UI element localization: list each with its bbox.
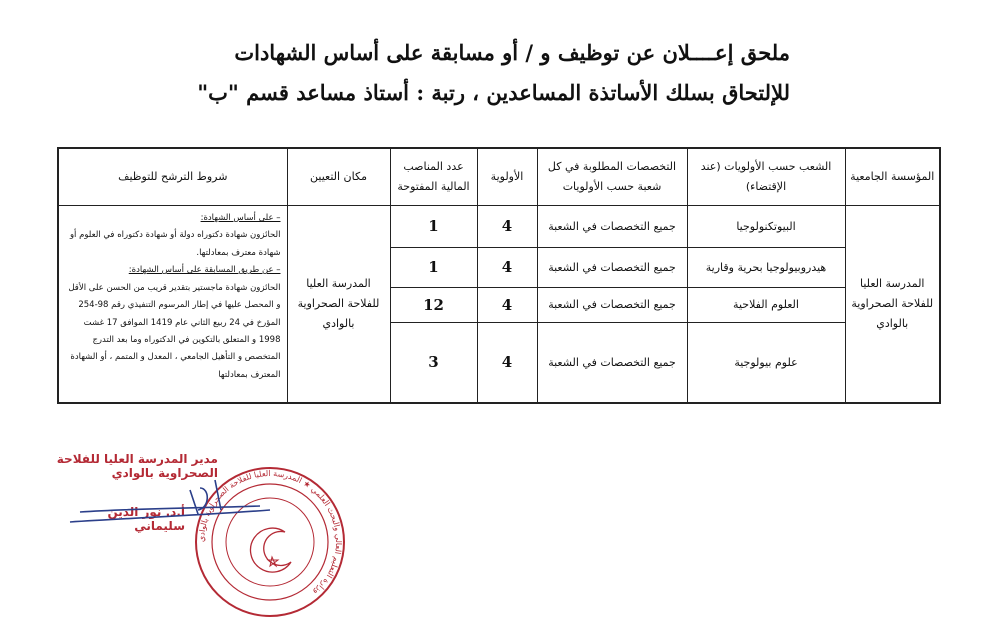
conditions-text-2: الحائزون شهادة ماجستير بتقدير قريب من ال…	[68, 282, 281, 380]
conditions-heading-1: – على أساس الشهادة:	[200, 213, 281, 223]
branch-cell: العلوم الفلاحية	[686, 287, 846, 323]
conditions-text-1: الحائزون شهادة دكتوراه دولة أو شهادة دكت…	[69, 230, 281, 258]
branch-cell: هيدروبيولوجيا بحرية وقارية	[686, 247, 846, 288]
header-specialties: التخصصات المطلوبة في كل شعبة حسب الأولوي…	[536, 147, 688, 206]
priority-cell: 4	[476, 247, 538, 288]
signatory-title: مدير المدرسة العليا للفلاحة الصحراوية با…	[56, 452, 218, 480]
institution-cell: المدرسة العليا للفلاحة الصحراوية بالوادي	[844, 205, 941, 404]
table-row: العلوم الفلاحية جميع التخصصات في الشعبة …	[58, 287, 940, 323]
header-institution: المؤسسة الجامعية	[844, 147, 941, 206]
header-branches: الشعب حسب الأولويات (عند الإقتضاء)	[686, 147, 846, 206]
priority-cell: 4	[476, 287, 538, 323]
header-place: مكان التعيين	[286, 147, 391, 206]
place-cell: المدرسة العليا للفلاحة الصحراوية بالوادي	[286, 205, 391, 404]
header-priority: الأولوية	[476, 147, 538, 206]
priority-cell: 4	[476, 205, 538, 248]
positions-cell: 3	[389, 322, 478, 404]
official-stamp: وزارة التعليم العالي والبحث العلمي ★ الم…	[195, 467, 345, 617]
title-line-2: للإلتحاق بسلك الأساتذة المساعدين ، رتبة …	[197, 80, 790, 105]
positions-cell: 1	[389, 247, 478, 288]
title-line-1: ملحق إعــــلان عن توظيف و / أو مسابقة عل…	[234, 40, 790, 65]
table-row: هيدروبيولوجيا بحرية وقارية جميع التخصصات…	[58, 247, 940, 288]
table-row: المدرسة العليا للفلاحة الصحراوية بالوادي…	[57, 205, 941, 404]
branch-cell: البيوتكنولوجيا	[686, 205, 846, 248]
table-row: علوم بيولوجية جميع التخصصات في الشعبة 4 …	[58, 322, 940, 404]
specialty-cell: جميع التخصصات في الشعبة	[536, 247, 688, 288]
header-row: المؤسسة الجامعية الشعب حسب الأولويات (عن…	[57, 147, 941, 206]
conditions-cell: – على أساس الشهادة: الحائزون شهادة دكتور…	[57, 205, 288, 404]
specialty-cell: جميع التخصصات في الشعبة	[536, 287, 688, 323]
conditions-heading-2: – عن طريق المسابقة على أساس الشهادة:	[128, 265, 281, 276]
handwritten-signature	[69, 479, 271, 523]
header-positions: عدد المناصب المالية المفتوحة	[389, 147, 478, 206]
specialty-cell: جميع التخصصات في الشعبة	[536, 322, 688, 404]
branch-cell: علوم بيولوجية	[686, 322, 846, 404]
positions-cell: 1	[389, 205, 478, 248]
priority-cell: 4	[476, 322, 538, 404]
specialty-cell: جميع التخصصات في الشعبة	[536, 205, 688, 248]
positions-table: المؤسسة الجامعية الشعب حسب الأولويات (عن…	[57, 147, 941, 404]
positions-cell: 12	[389, 287, 478, 323]
header-conditions: شروط الترشح للتوظيف	[57, 147, 288, 206]
